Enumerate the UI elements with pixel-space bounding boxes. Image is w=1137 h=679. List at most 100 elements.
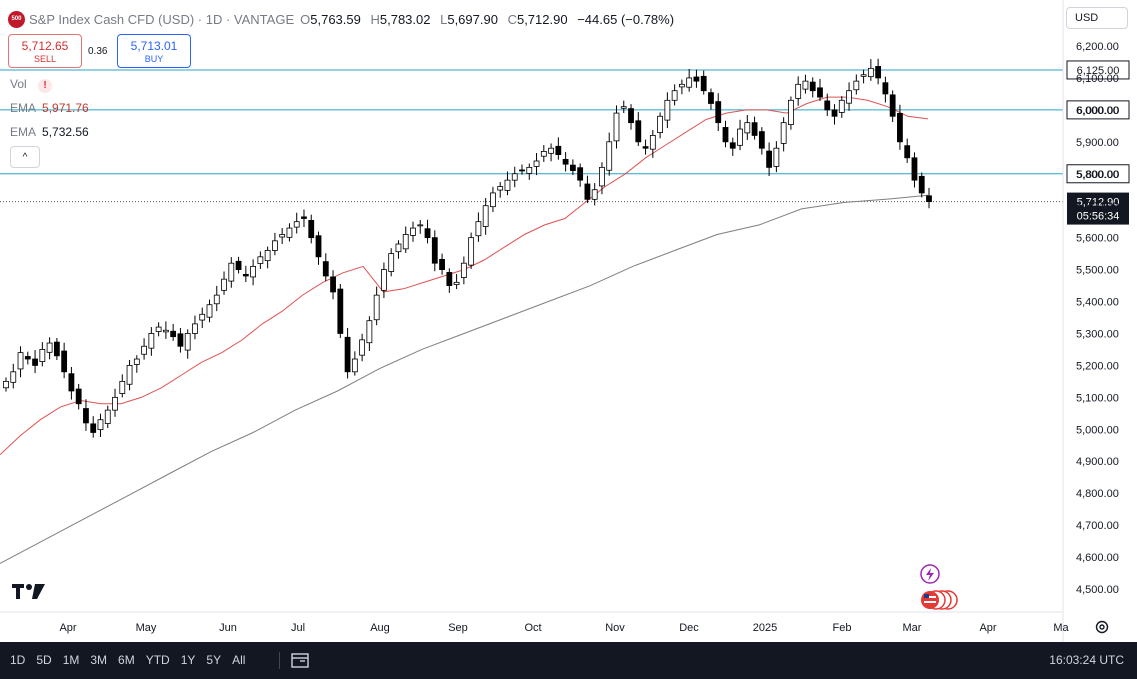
range-1m[interactable]: 1M — [62, 653, 80, 667]
y-tick-label: 5,300.00 — [1076, 328, 1119, 340]
candle-body — [417, 224, 424, 227]
x-tick-label: Ma — [1053, 622, 1069, 634]
y-tick-label: 4,500.00 — [1076, 584, 1119, 596]
settings-gear-icon[interactable] — [1094, 619, 1110, 635]
low-label: L — [440, 11, 448, 27]
candle-body — [112, 396, 118, 411]
warning-icon[interactable]: ! — [38, 78, 53, 93]
collapse-legend-button[interactable]: ^ — [10, 146, 40, 168]
legend-ema-fast[interactable]: EMA 5,971.76 — [10, 101, 89, 115]
tradingview-logo-icon[interactable] — [12, 582, 46, 600]
range-ytd[interactable]: YTD — [145, 653, 170, 667]
candle-body — [446, 272, 453, 286]
candle-body — [170, 330, 177, 338]
candle-body — [359, 339, 366, 356]
event-badges-icon[interactable] — [916, 564, 960, 614]
candle-body — [918, 175, 925, 194]
y-tick-label: 5,600.00 — [1076, 233, 1119, 245]
ema-slow-value: 5,732.56 — [42, 125, 89, 139]
candle-body — [504, 179, 511, 191]
candle-body — [228, 262, 235, 282]
candle-body — [424, 228, 431, 239]
vol-label: Vol — [10, 77, 27, 91]
y-tick-label: 6,200.00 — [1076, 41, 1119, 53]
range-1y[interactable]: 1Y — [180, 653, 196, 667]
price-chart[interactable]: 6,125.00 6,000.00 5,800.00 5,712.90 05:56:34… — [0, 0, 1137, 642]
candle-body — [126, 365, 133, 385]
x-tick-label: May — [136, 622, 157, 634]
candle-body — [569, 164, 576, 171]
candle-body — [308, 219, 315, 239]
candle-body — [751, 122, 758, 136]
candle-body — [388, 253, 395, 272]
candle-body — [315, 235, 322, 258]
legend-ema-slow[interactable]: EMA 5,732.56 — [10, 125, 89, 139]
candle-body — [453, 281, 460, 286]
x-tick-label: Mar — [903, 622, 922, 634]
candle-body — [540, 151, 547, 157]
candle-body — [482, 205, 489, 227]
low-value: 5,697.90 — [447, 11, 498, 27]
range-3m[interactable]: 3M — [90, 653, 108, 667]
candle-body — [104, 409, 111, 424]
date-range-icon[interactable] — [290, 651, 310, 669]
y-tick-label: 5,000.00 — [1076, 424, 1119, 436]
range-all[interactable]: All — [232, 653, 246, 667]
x-tick-label: Oct — [524, 622, 541, 634]
symbol-title[interactable]: S&P Index Cash CFD (USD) · 1D · VANTAGE — [29, 11, 295, 27]
level-label: 6,125.00 — [1077, 65, 1120, 77]
candle-body — [133, 358, 140, 365]
toolbar-divider — [279, 652, 280, 669]
range-6m[interactable]: 6M — [118, 653, 135, 667]
y-tick-label: 5,100.00 — [1076, 392, 1119, 404]
close-label: C — [507, 11, 517, 27]
candle-body — [460, 262, 467, 278]
candle-body — [351, 358, 358, 373]
sell-button[interactable]: 5,712.65 SELL — [8, 34, 82, 68]
candle-body — [889, 94, 896, 117]
symbol-header[interactable]: 500 S&P Index Cash CFD (USD) · 1D · VANT… — [8, 8, 680, 30]
candle-body — [562, 158, 569, 165]
legend-vol[interactable]: Vol ! — [10, 77, 53, 93]
x-tick-label: Jul — [291, 622, 305, 634]
candle-body — [867, 67, 874, 78]
y-tick-label: 4,700.00 — [1076, 520, 1119, 532]
candle-body — [221, 278, 227, 291]
candle-body — [671, 90, 678, 101]
buy-button[interactable]: 5,713.01 BUY — [117, 34, 191, 68]
open-value: 5,763.59 — [310, 11, 361, 27]
x-tick-label: Aug — [370, 622, 390, 634]
candle-body — [802, 80, 809, 90]
x-tick-label: Jun — [219, 622, 237, 634]
range-5y[interactable]: 5Y — [206, 653, 222, 667]
utc-clock[interactable]: 16:03:24 UTC — [1049, 653, 1124, 667]
candle-body — [628, 108, 634, 124]
candle-body — [511, 173, 518, 181]
candle-body — [788, 99, 794, 125]
candle-body — [599, 166, 605, 187]
ema-slow-line — [0, 194, 929, 564]
y-tick-label: 4,900.00 — [1076, 456, 1119, 468]
candle-body — [693, 76, 700, 82]
candle-body — [809, 81, 816, 92]
high-label: H — [370, 11, 380, 27]
change-value: −44.65 (−0.78%) — [577, 11, 675, 27]
y-tick-label: 4,800.00 — [1076, 488, 1119, 500]
range-1d[interactable]: 1D — [10, 653, 26, 667]
currency-select[interactable]: USD — [1066, 7, 1128, 29]
y-tick-label: 5,400.00 — [1076, 297, 1119, 309]
candle-body — [911, 157, 918, 181]
candle-body — [381, 269, 387, 291]
range-5d[interactable]: 5D — [36, 653, 52, 667]
candle-body — [250, 265, 257, 278]
candle-body — [519, 169, 525, 172]
y-tick-label: 5,200.00 — [1076, 360, 1119, 372]
y-tick-label: 6,000.00 — [1076, 105, 1119, 117]
ema-slow-label: EMA — [10, 125, 37, 139]
candle-body — [83, 408, 89, 424]
candle-body — [468, 237, 475, 266]
candle-body — [148, 333, 155, 349]
y-tick-label: 5,800.00 — [1076, 169, 1119, 181]
candle-body — [279, 234, 286, 238]
candle-body — [729, 142, 736, 149]
